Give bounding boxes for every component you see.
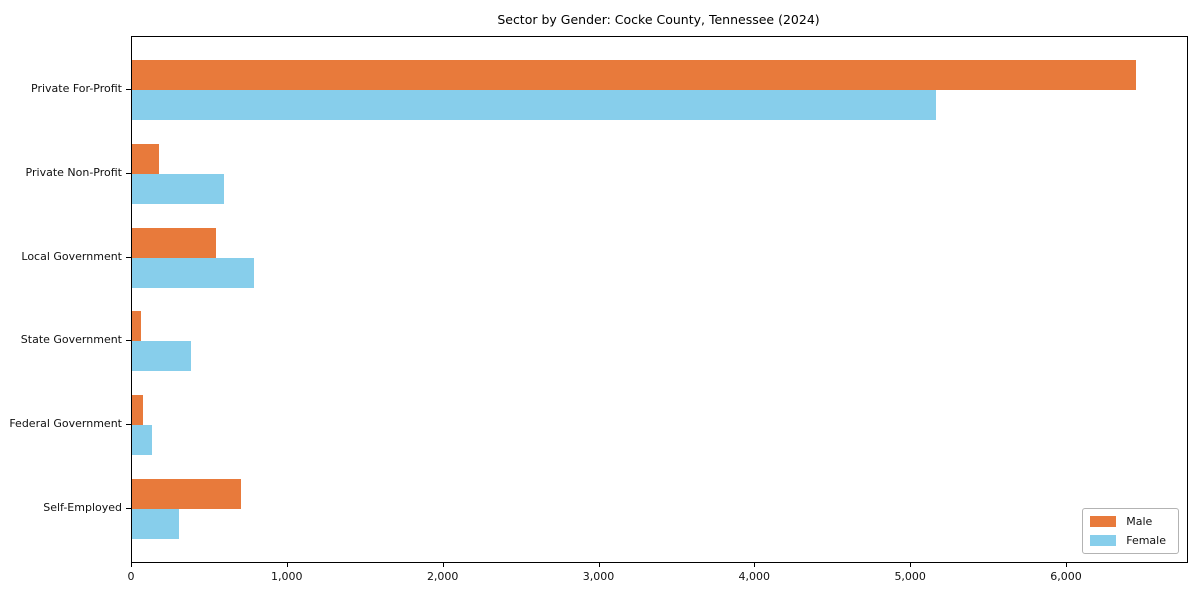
x-tick-label-4-000: 4,000 [738,570,771,583]
y-tick-private-non-profit [126,172,131,174]
x-tick-6-000 [1066,562,1067,567]
bar-male-state-government [132,311,142,342]
legend: Male Female [1082,508,1179,554]
y-label-private-non-profit: Private Non-Profit [25,165,122,179]
x-tick-2-000 [442,562,444,567]
bar-male-private-for-profit [132,60,1136,90]
x-tick-label-5-000: 5,000 [894,570,926,583]
legend-row-male: Male [1090,515,1166,528]
bar-male-federal-government [132,395,143,426]
y-label-local-government: Local Government [21,249,122,263]
bar-male-local-government [132,227,217,258]
y-label-private-for-profit: Private For-Profit [31,82,122,95]
y-tick-self-employed [126,508,131,509]
chart-title: Sector by Gender: Cocke County, Tennesse… [497,12,820,27]
legend-row-female: Female [1090,534,1166,547]
x-tick-0 [131,562,132,567]
bar-female-state-government [132,341,192,372]
y-tick-local-government [126,256,131,258]
x-tick-label-0: 0 [127,570,135,583]
x-tick-label-6-000: 6,000 [1050,570,1082,583]
bar-female-federal-government [132,425,153,456]
bar-female-private-non-profit [132,173,224,204]
x-tick-label-1-000: 1,000 [271,570,303,583]
legend-swatch-male [1090,516,1117,527]
y-label-state-government: State Government [20,333,122,347]
x-tick-3-000 [598,562,600,567]
y-label-federal-government: Federal Government [9,417,122,431]
bar-female-self-employed [132,509,179,539]
x-tick-1-000 [286,562,288,567]
x-tick-label-3-000: 3,000 [582,570,615,583]
legend-label-female: Female [1126,534,1166,547]
y-tick-private-for-profit [126,89,131,90]
bar-male-private-non-profit [132,143,159,174]
bar-female-private-for-profit [132,90,937,120]
y-tick-federal-government [126,424,131,426]
legend-label-male: Male [1126,515,1153,528]
bar-male-self-employed [132,479,242,509]
x-tick-4-000 [754,562,756,567]
x-tick-label-2-000: 2,000 [426,570,459,583]
legend-swatch-female [1090,535,1117,546]
plot-area: Male Female [131,36,1188,563]
bar-female-local-government [132,257,254,288]
x-tick-5-000 [910,562,912,567]
y-label-self-employed: Self-Employed [43,501,122,514]
y-tick-state-government [126,340,131,342]
